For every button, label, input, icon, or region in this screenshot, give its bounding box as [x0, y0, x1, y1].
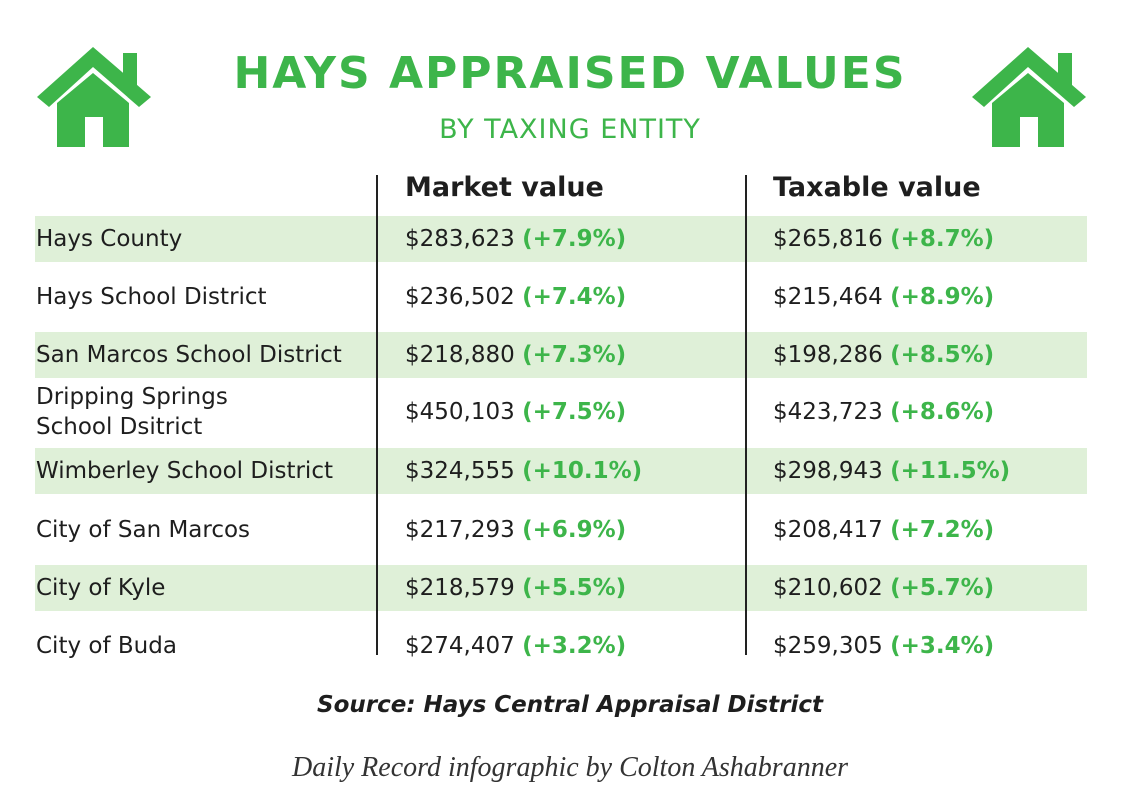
value: $236,502: [405, 284, 515, 310]
entity-name: City of Buda: [36, 633, 177, 659]
change: (+8.6%): [890, 399, 995, 425]
change: (+8.9%): [890, 284, 995, 310]
title: HAYS APPRAISED VALUES: [233, 48, 907, 99]
value: $450,103: [405, 399, 515, 425]
value: $259,305: [773, 633, 883, 659]
credit: Daily Record infographic by Colton Ashab…: [291, 752, 849, 783]
house-icon: [972, 47, 1086, 147]
column-header: Market value: [405, 172, 604, 203]
value: $198,286: [773, 342, 883, 368]
value-cell: $423,723 (+8.6%): [773, 397, 994, 427]
value-cell: $259,305 (+3.4%): [773, 631, 994, 661]
entity-cell: City of San Marcos: [36, 515, 250, 545]
source: Source: Hays Central Appraisal District: [317, 692, 823, 718]
value: $298,943: [773, 458, 883, 484]
value: $423,723: [773, 399, 883, 425]
value: $265,816: [773, 226, 883, 252]
value-cell: $324,555 (+10.1%): [405, 456, 642, 486]
value-cell: $215,464 (+8.9%): [773, 282, 994, 312]
change: (+6.9%): [522, 517, 627, 543]
value: $208,417: [773, 517, 883, 543]
entity-name: Dripping Springs: [36, 384, 228, 410]
row-band: [35, 216, 1087, 262]
value: $324,555: [405, 458, 515, 484]
entity-name: City of Kyle: [36, 575, 166, 601]
value: $215,464: [773, 284, 883, 310]
change: (+8.5%): [890, 342, 995, 368]
row-band: [35, 448, 1087, 494]
value: $217,293: [405, 517, 515, 543]
value: $274,407: [405, 633, 515, 659]
value: $218,579: [405, 575, 515, 601]
value-cell: $210,602 (+5.7%): [773, 573, 994, 603]
entity-name: City of San Marcos: [36, 517, 251, 543]
entity-name: School Dsitrict: [36, 414, 203, 440]
change: (+5.5%): [522, 575, 627, 601]
entity-cell: Dripping Springs School Dsitrict: [36, 382, 228, 442]
change: (+5.7%): [890, 575, 995, 601]
entity-name: Wimberley School District: [36, 458, 333, 484]
value-cell: $218,579 (+5.5%): [405, 573, 626, 603]
entity-cell: San Marcos School District: [36, 340, 342, 370]
change: (+3.4%): [890, 633, 995, 659]
change: (+11.5%): [890, 458, 1011, 484]
value-cell: $283,623 (+7.9%): [405, 224, 626, 254]
entity-name: Hays School District: [36, 284, 267, 310]
entity-name: San Marcos School District: [36, 342, 342, 368]
value-cell: $450,103 (+7.5%): [405, 397, 626, 427]
column-divider: [376, 175, 378, 655]
change: (+7.3%): [522, 342, 627, 368]
value: $283,623: [405, 226, 515, 252]
entity-cell: Hays County: [36, 224, 182, 254]
value-cell: $208,417 (+7.2%): [773, 515, 994, 545]
value: $210,602: [773, 575, 883, 601]
value-cell: $274,407 (+3.2%): [405, 631, 626, 661]
row-band: [35, 565, 1087, 611]
value-cell: $218,880 (+7.3%): [405, 340, 626, 370]
entity-cell: Wimberley School District: [36, 456, 333, 486]
value-cell: $265,816 (+8.7%): [773, 224, 994, 254]
house-icon: [37, 47, 151, 147]
entity-name: Hays County: [36, 226, 183, 252]
change: (+7.5%): [522, 399, 627, 425]
value-cell: $198,286 (+8.5%): [773, 340, 994, 370]
entity-cell: Hays School District: [36, 282, 267, 312]
value-cell: $217,293 (+6.9%): [405, 515, 626, 545]
entity-cell: City of Buda: [36, 631, 177, 661]
value-cell: $236,502 (+7.4%): [405, 282, 626, 312]
change: (+7.2%): [890, 517, 995, 543]
change: (+3.2%): [522, 633, 627, 659]
change: (+7.4%): [522, 284, 627, 310]
column-header: Taxable value: [773, 172, 981, 203]
value: $218,880: [405, 342, 515, 368]
change: (+8.7%): [890, 226, 995, 252]
value-cell: $298,943 (+11.5%): [773, 456, 1010, 486]
change: (+7.9%): [522, 226, 627, 252]
subtitle: BY TAXING ENTITY: [439, 114, 701, 145]
row-band: [35, 332, 1087, 378]
change: (+10.1%): [522, 458, 643, 484]
entity-cell: City of Kyle: [36, 573, 165, 603]
column-divider: [745, 175, 747, 655]
